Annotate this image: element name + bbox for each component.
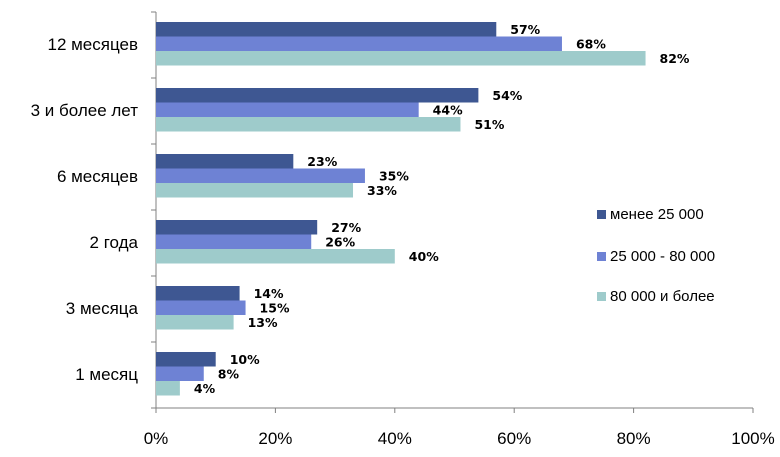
- data-label: 44%: [433, 102, 463, 117]
- data-label: 13%: [248, 315, 278, 330]
- bar: [156, 117, 461, 132]
- legend-swatch: [597, 210, 606, 219]
- x-tick-label: 100%: [731, 429, 774, 448]
- bar: [156, 249, 395, 264]
- data-label: 15%: [260, 300, 290, 315]
- bars: 57%68%82%54%44%51%23%35%33%27%26%40%14%1…: [156, 22, 690, 396]
- data-label: 54%: [492, 88, 522, 103]
- category-label: 12 месяцев: [47, 35, 138, 54]
- bar: [156, 381, 180, 396]
- category-label: 1 месяц: [75, 365, 138, 384]
- legend: менее 25 000 25 000 - 80 000 80 000 и боле…: [597, 206, 715, 305]
- data-label: 27%: [331, 220, 361, 235]
- bar: [156, 234, 312, 249]
- data-label: 51%: [474, 117, 504, 132]
- bar: [156, 300, 246, 315]
- data-label: 14%: [254, 286, 284, 301]
- data-label: 23%: [307, 154, 337, 169]
- data-label: 35%: [379, 168, 409, 183]
- bar: [156, 352, 216, 367]
- bar: [156, 220, 318, 235]
- legend-label: 25 000 - 80 000: [610, 248, 715, 265]
- data-label: 40%: [409, 249, 439, 264]
- category-label: 2 года: [90, 233, 139, 252]
- legend-swatch: [597, 292, 606, 301]
- data-label: 82%: [660, 51, 690, 66]
- bar: [156, 102, 419, 117]
- bar: [156, 286, 240, 301]
- x-axis-ticks: 0% 20% 40% 60% 80% 100%: [144, 11, 775, 448]
- x-tick-label: 20%: [258, 429, 292, 448]
- category-label: 3 и более лет: [31, 101, 139, 120]
- data-label: 8%: [218, 366, 240, 381]
- legend-label: 80 000 и более: [610, 288, 715, 305]
- legend-label: менее 25 000: [610, 206, 704, 223]
- data-label: 33%: [367, 183, 397, 198]
- bar: [156, 168, 365, 183]
- x-tick-label: 40%: [378, 429, 412, 448]
- category-label: 6 месяцев: [57, 167, 138, 186]
- x-tick-label: 0%: [144, 429, 169, 448]
- data-label: 26%: [325, 234, 355, 249]
- data-label: 68%: [576, 36, 606, 51]
- bar: [156, 315, 234, 330]
- bar: [156, 51, 646, 66]
- data-label: 4%: [194, 381, 216, 396]
- bar: [156, 22, 497, 37]
- category-label: 3 месяца: [66, 299, 139, 318]
- x-tick-label: 80%: [617, 429, 651, 448]
- bar: [156, 183, 354, 198]
- data-label: 57%: [510, 22, 540, 37]
- bar: [156, 154, 294, 169]
- bar: [156, 36, 562, 51]
- bar: [156, 88, 479, 103]
- x-tick-label: 60%: [497, 429, 531, 448]
- bar: [156, 366, 204, 381]
- category-labels: 12 месяцев 3 и более лет 6 месяцев 2 года 3 …: [31, 35, 139, 384]
- legend-swatch: [597, 252, 606, 261]
- data-label: 10%: [230, 352, 260, 367]
